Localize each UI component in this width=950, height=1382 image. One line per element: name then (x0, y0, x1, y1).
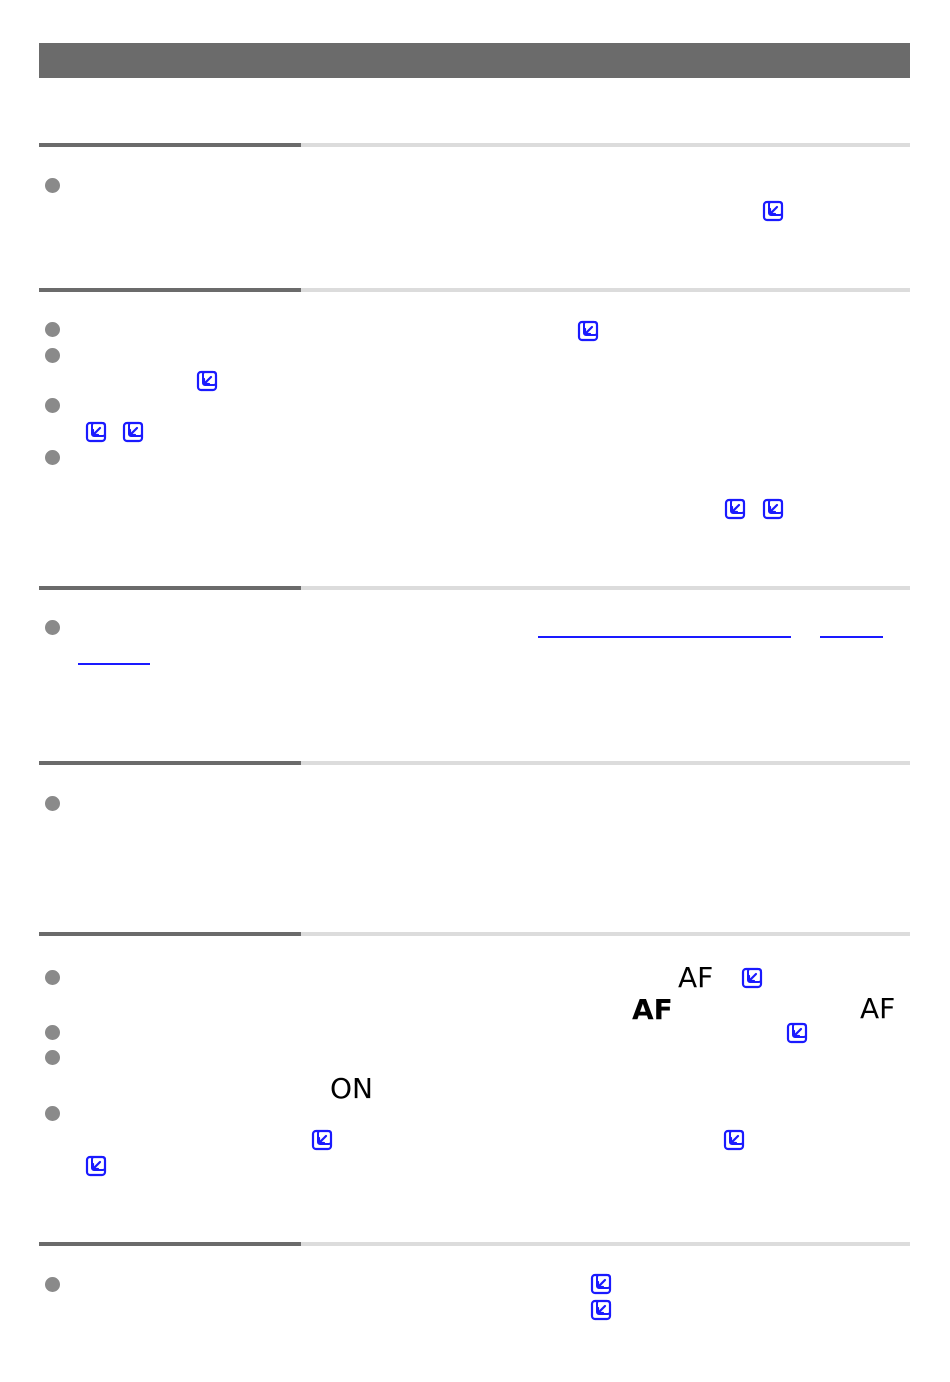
af-mode-label: AF (678, 961, 714, 994)
bullet-dot-icon (45, 970, 60, 985)
bullet-dot-icon (45, 1106, 60, 1121)
page-reference-icon[interactable] (762, 200, 784, 222)
page-reference-icon[interactable] (741, 967, 763, 989)
on-button-label: ON (330, 1072, 373, 1105)
bullet-dot-icon (45, 178, 60, 193)
page-reference-icon[interactable] (590, 1299, 612, 1321)
hyperlink-underline[interactable] (820, 636, 883, 638)
section-rule-accent (39, 1242, 301, 1246)
section-rule (39, 761, 910, 765)
header-bar (39, 43, 910, 78)
page-reference-icon[interactable] (577, 320, 599, 342)
bullet-dot-icon (45, 620, 60, 635)
section-rule-accent (39, 288, 301, 292)
section-rule (39, 932, 910, 936)
section-rule-accent (39, 143, 301, 147)
bullet-dot-icon (45, 398, 60, 413)
section-rule (39, 586, 910, 590)
page-reference-icon[interactable] (311, 1129, 333, 1151)
page-reference-icon[interactable] (590, 1273, 612, 1295)
section-rule-accent (39, 761, 301, 765)
section-rule-accent (39, 586, 301, 590)
section-rule-accent (39, 932, 301, 936)
section-rule (39, 143, 910, 147)
bullet-dot-icon (45, 450, 60, 465)
hyperlink-underline[interactable] (78, 663, 150, 665)
bullet-dot-icon (45, 796, 60, 811)
hyperlink-underline[interactable] (538, 636, 791, 638)
page-reference-icon[interactable] (196, 370, 218, 392)
bullet-dot-icon (45, 1277, 60, 1292)
page-reference-icon[interactable] (723, 1129, 745, 1151)
page-reference-icon[interactable] (122, 421, 144, 443)
bullet-dot-icon (45, 1050, 60, 1065)
af-mode-label-bold: AF (632, 993, 673, 1026)
page-reference-icon[interactable] (85, 421, 107, 443)
af-mode-label: AF (860, 992, 896, 1025)
bullet-dot-icon (45, 322, 60, 337)
bullet-dot-icon (45, 1025, 60, 1040)
page-reference-icon[interactable] (85, 1155, 107, 1177)
section-rule (39, 288, 910, 292)
bullet-dot-icon (45, 348, 60, 363)
page-reference-icon[interactable] (724, 498, 746, 520)
section-rule (39, 1242, 910, 1246)
page-reference-icon[interactable] (786, 1022, 808, 1044)
page-reference-icon[interactable] (762, 498, 784, 520)
